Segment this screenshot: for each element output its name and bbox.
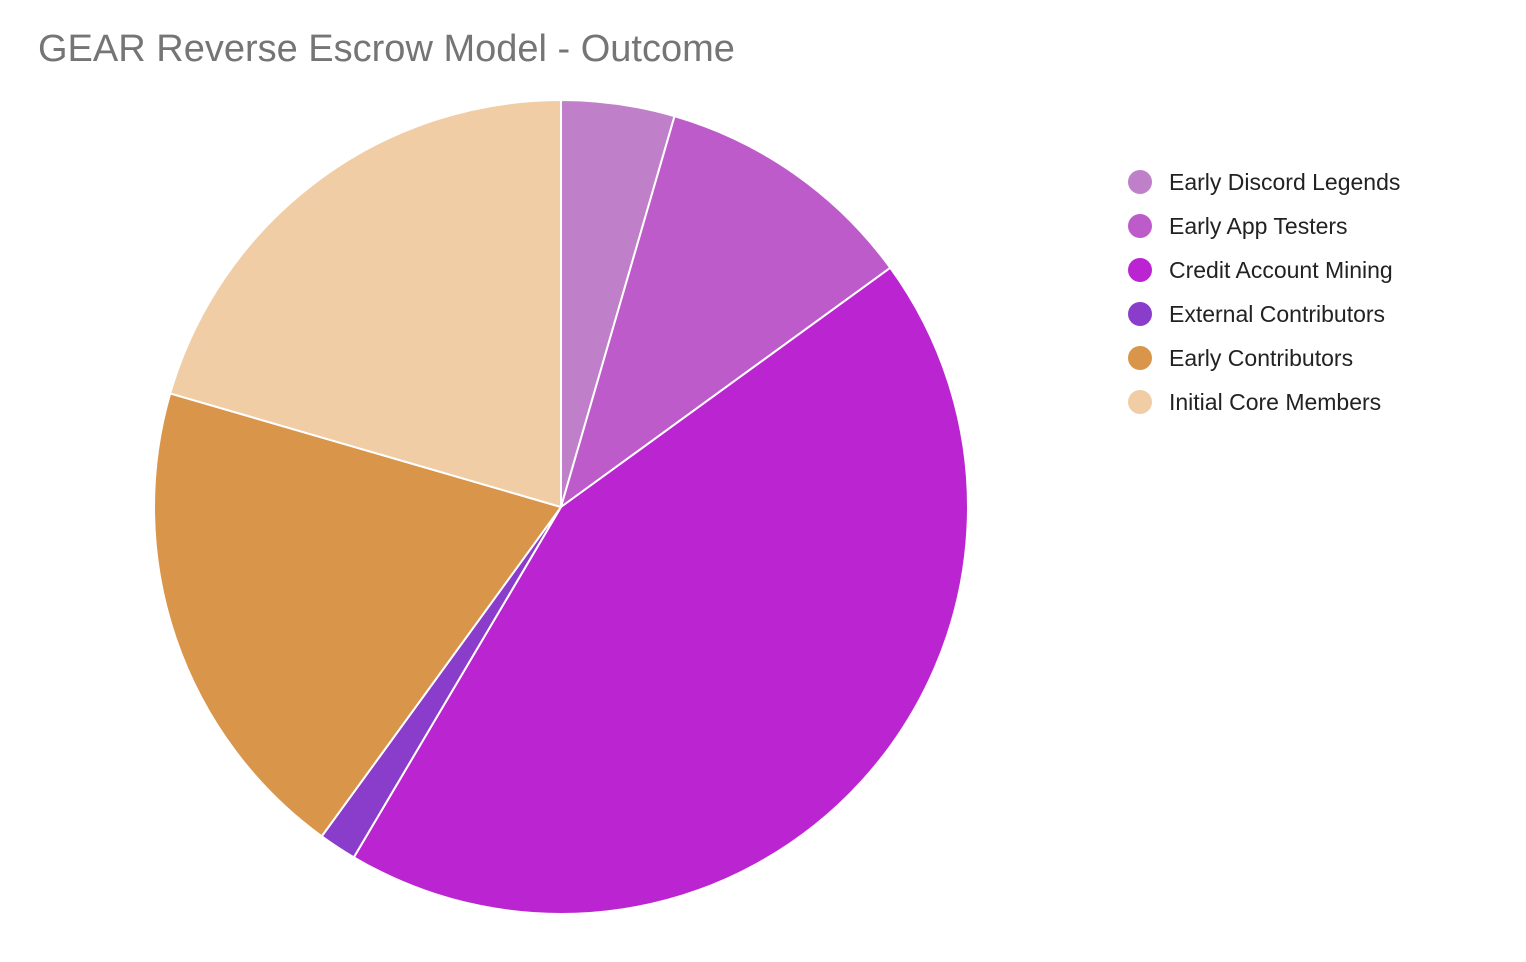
legend-item-external-contributors[interactable]: External Contributors [1128, 292, 1400, 336]
legend-label: External Contributors [1169, 300, 1386, 327]
pie-slice-credit-account-mining[interactable] [352, 266, 969, 915]
legend-label: Early Discord Legends [1169, 168, 1401, 195]
legend-label: Initial Core Members [1169, 388, 1382, 415]
legend-swatch-icon [1128, 258, 1152, 282]
pie-slice-initial-core-members[interactable] [169, 99, 562, 508]
legend: Early Discord Legends Early App Testers Cr… [1128, 160, 1400, 424]
legend-swatch-icon [1128, 390, 1152, 414]
legend-label: Early Contributors [1169, 344, 1354, 371]
legend-item-early-contributors[interactable]: Early Contributors [1128, 336, 1400, 380]
legend-label: Credit Account Mining [1169, 256, 1393, 283]
pie-slice-early-contributors[interactable] [153, 392, 562, 838]
legend-swatch-icon [1128, 302, 1152, 326]
legend-item-early-app-testers[interactable]: Early App Testers [1128, 204, 1400, 248]
chart-title: GEAR Reverse Escrow Model - Outcome [38, 28, 735, 70]
legend-label: Early App Testers [1169, 212, 1348, 239]
legend-item-early-discord-legends[interactable]: Early Discord Legends [1128, 160, 1400, 204]
legend-swatch-icon [1128, 346, 1152, 370]
legend-item-initial-core-members[interactable]: Initial Core Members [1128, 380, 1400, 424]
legend-swatch-icon [1128, 214, 1152, 238]
pie-slice-early-app-testers[interactable] [560, 115, 892, 508]
legend-swatch-icon [1128, 170, 1152, 194]
legend-item-credit-account-mining[interactable]: Credit Account Mining [1128, 248, 1400, 292]
